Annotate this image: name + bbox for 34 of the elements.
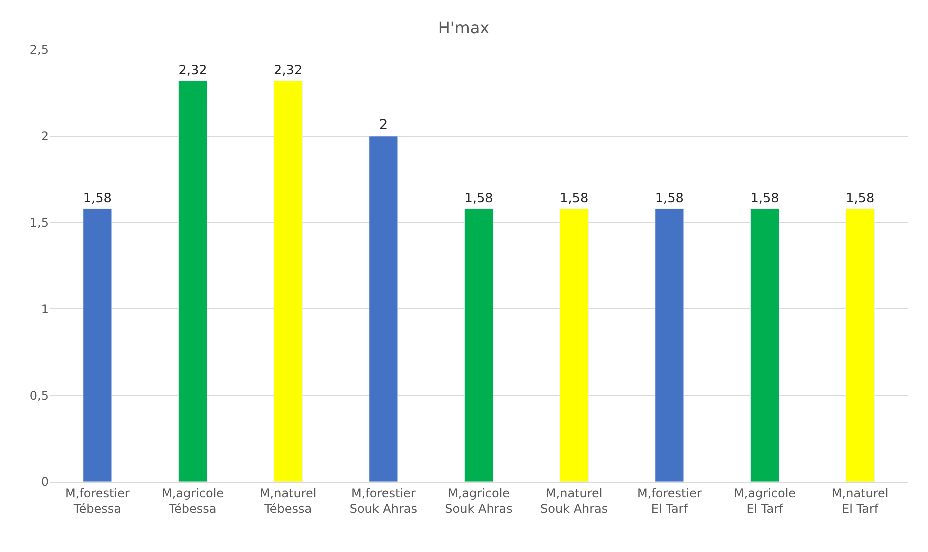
y-tick-label: 2,5 (30, 43, 49, 58)
y-tick-label: 1 (41, 302, 49, 316)
y-tick-label: 0 (41, 475, 49, 490)
data-label: 1,58 (750, 191, 780, 206)
x-tick-label: M,forestier El Tarf (637, 486, 702, 516)
bar (750, 208, 780, 482)
data-label: 2,32 (178, 63, 208, 78)
bar (655, 208, 684, 482)
data-label: 1,58 (560, 191, 589, 206)
data-label: 1,58 (846, 191, 875, 206)
x-tick-label: M,forestier Souk Ahras (350, 486, 418, 516)
x-tick-label: M,naturel Souk Ahras (540, 486, 608, 516)
x-tick-label: M,forestier Tébessa (65, 486, 130, 516)
x-tick-label: M,naturel El Tarf (832, 486, 889, 516)
x-tick-label: M,agricole Tébessa (162, 486, 224, 516)
bar (846, 208, 875, 482)
bar (178, 80, 208, 482)
x-tick-label: M,agricole El Tarf (734, 486, 796, 516)
bar (369, 136, 398, 482)
y-tick-label: 1,5 (30, 216, 49, 230)
x-tick-label: M,agricole Souk Ahras (445, 486, 513, 516)
y-tick-label: 0,5 (30, 388, 49, 403)
data-label: 1,58 (464, 191, 494, 206)
x-tick-label: M,naturel Tébessa (260, 486, 317, 516)
bar (560, 208, 589, 482)
data-label: 1,58 (655, 191, 684, 206)
bar (83, 208, 112, 482)
data-label: 2 (379, 117, 388, 134)
data-label: 1,58 (83, 191, 112, 206)
chart-title: H'max (438, 18, 490, 38)
y-tick-label: 2 (41, 130, 49, 144)
bar (274, 80, 303, 482)
data-label: 2,32 (274, 63, 303, 78)
bar (464, 208, 494, 482)
